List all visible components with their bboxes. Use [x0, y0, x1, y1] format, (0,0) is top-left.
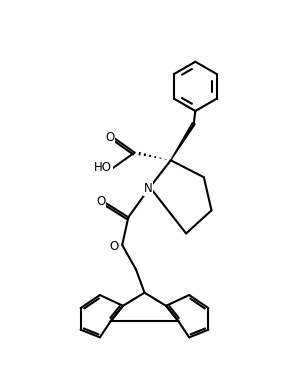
- Text: O: O: [105, 131, 114, 144]
- Text: O: O: [96, 195, 105, 208]
- Text: HO: HO: [94, 161, 112, 174]
- Text: N: N: [144, 182, 153, 195]
- Text: O: O: [110, 240, 119, 253]
- Polygon shape: [171, 122, 195, 160]
